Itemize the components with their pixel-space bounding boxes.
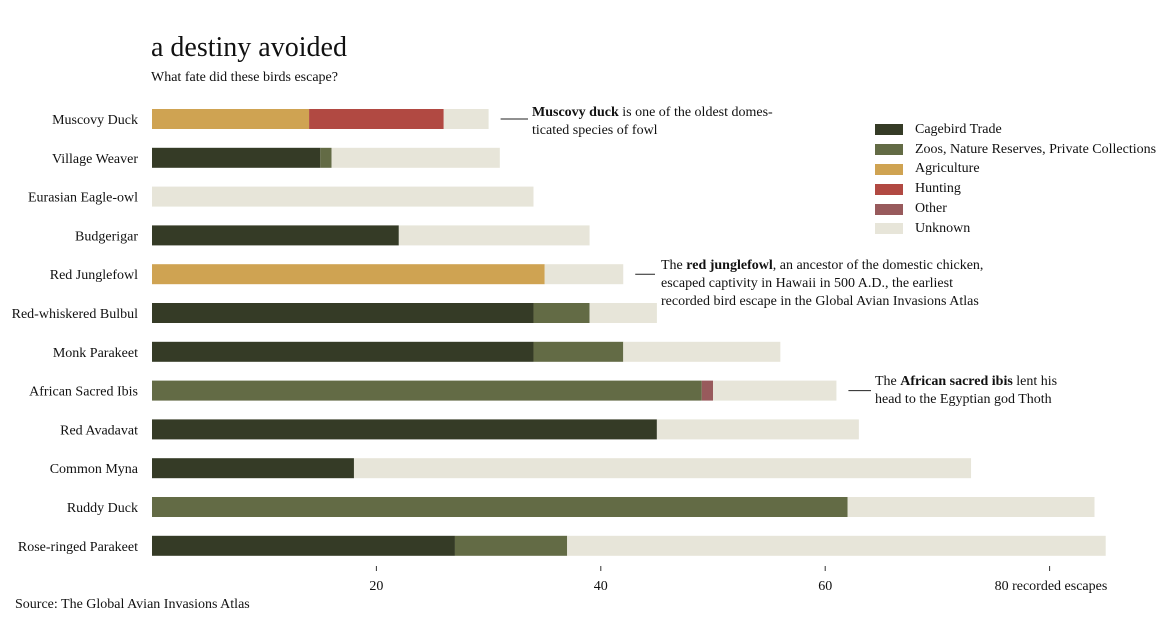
bar-common-myna-unknown [353, 458, 972, 479]
bar-muscovy-duck-unknown [443, 109, 489, 129]
bar-common-myna-cagebird-trade [152, 458, 354, 479]
legend-item-cagebird-trade: Cagebird Trade [875, 120, 1156, 140]
bar-ruddy-duck-unknown [847, 497, 1095, 517]
annotation-muscovy-duck-line2: ticated species of fowl [532, 123, 658, 138]
bar-village-weaver-zoos-nature-reserves-private-collections [320, 147, 332, 168]
category-label-budgerigar: Budgerigar [75, 229, 138, 244]
legend: Cagebird Trade Zoos, Nature Reserves, Pri… [875, 120, 1156, 239]
annotation-red-junglefowl-pre: The [661, 258, 687, 273]
bar-monk-parakeet-zoos-nature-reserves-private-collections [533, 341, 624, 362]
annotation-red-junglefowl: The red junglefowl, an ancestor of the d… [661, 257, 983, 311]
source-note: Source: The Global Avian Invasions Atlas [15, 597, 250, 612]
legend-swatch-agriculture [875, 163, 903, 175]
bar-red-avadavat-cagebird-trade [152, 419, 657, 440]
bar-african-sacred-ibis-other [701, 380, 713, 401]
bar-monk-parakeet-unknown [623, 341, 781, 362]
bar-muscovy-duck-hunting [309, 109, 444, 129]
bar-african-sacred-ibis-unknown [713, 380, 837, 401]
x-tick-label-20: 20 [369, 579, 383, 594]
legend-item-other: Other [875, 199, 1156, 219]
x-tick-label-80: 80 recorded escapes [995, 579, 1108, 594]
bar-red-whiskered-bulbul-unknown [589, 303, 657, 323]
legend-swatch-cagebird-trade [875, 124, 903, 136]
bar-ruddy-duck-zoos-nature-reserves-private-collections [152, 497, 848, 517]
bar-muscovy-duck-agriculture [152, 109, 310, 129]
legend-label-agriculture: Agriculture [915, 161, 980, 177]
legend-swatch-hunting [875, 183, 903, 195]
category-label-eurasian-eagle-owl: Eurasian Eagle-owl [28, 191, 138, 206]
legend-swatch-unknown [875, 223, 903, 235]
annotation-african-sacred-ibis-bold: African sacred ibis [900, 374, 1013, 389]
legend-swatch-zoos-nature-reserves-private-collections [875, 144, 903, 156]
legend-label-hunting: Hunting [915, 181, 961, 197]
chart-title: a destiny avoided [151, 32, 347, 63]
annotation-red-junglefowl-rest: , an ancestor of the domestic chicken, [772, 258, 984, 273]
x-tick-label-60: 60 [818, 579, 832, 594]
category-label-village-weaver: Village Weaver [52, 152, 138, 167]
category-label-red-junglefowl: Red Junglefowl [50, 268, 138, 283]
annotation-red-junglefowl-bold: red junglefowl [686, 258, 773, 273]
chart-subtitle: What fate did these birds escape? [151, 70, 338, 85]
bar-red-whiskered-bulbul-zoos-nature-reserves-private-collections [533, 303, 590, 323]
legend-swatch-other [875, 203, 903, 215]
annotation-african-sacred-ibis-pre: The [875, 374, 901, 389]
bar-african-sacred-ibis-zoos-nature-reserves-private-collections [152, 380, 702, 401]
bar-eurasian-eagle-owl-unknown [152, 186, 534, 207]
legend-item-hunting: Hunting [875, 179, 1156, 199]
bar-rose-ringed-parakeet-cagebird-trade [152, 535, 455, 556]
bar-red-junglefowl-unknown [544, 264, 624, 285]
bar-red-avadavat-unknown [656, 419, 859, 440]
legend-item-agriculture: Agriculture [875, 160, 1156, 180]
bar-rose-ringed-parakeet-unknown [567, 535, 1106, 556]
legend-item-unknown: Unknown [875, 219, 1156, 239]
bar-budgerigar-unknown [398, 225, 590, 246]
bar-budgerigar-cagebird-trade [152, 225, 399, 246]
legend-label-zoos-nature-reserves-private-collections: Zoos, Nature Reserves, Private Collectio… [915, 141, 1157, 157]
category-label-monk-parakeet: Monk Parakeet [53, 346, 138, 361]
legend-label-cagebird-trade: Cagebird Trade [915, 121, 1002, 137]
annotation-red-junglefowl-line3: recorded bird escape in the Global Avian… [661, 294, 979, 309]
annotation-muscovy-duck-rest: is one of the oldest domes- [618, 105, 773, 120]
annotation-muscovy-duck: Muscovy duck is one of the oldest domes-… [532, 104, 773, 140]
bar-village-weaver-unknown [331, 147, 500, 168]
legend-item-zoos-nature-reserves-private-collections: Zoos, Nature Reserves, Private Collectio… [875, 140, 1156, 160]
category-label-red-avadavat: Red Avadavat [60, 423, 138, 438]
category-label-common-myna: Common Myna [50, 462, 139, 477]
x-tick-label-40: 40 [594, 579, 608, 594]
category-label-african-sacred-ibis: African Sacred Ibis [29, 385, 138, 400]
annotation-african-sacred-ibis-rest: lent his [1012, 374, 1058, 389]
category-label-ruddy-duck: Ruddy Duck [67, 501, 138, 516]
category-label-red-whiskered-bulbul: Red-whiskered Bulbul [12, 307, 138, 322]
bar-rose-ringed-parakeet-zoos-nature-reserves-private-collections [454, 535, 568, 556]
annotation-african-sacred-ibis: The African sacred ibis lent his head to… [875, 373, 1057, 409]
bar-village-weaver-cagebird-trade [152, 147, 321, 168]
category-label-muscovy-duck: Muscovy Duck [52, 113, 138, 128]
bar-red-whiskered-bulbul-cagebird-trade [152, 303, 534, 323]
annotation-muscovy-duck-bold: Muscovy duck [532, 105, 619, 120]
bar-monk-parakeet-cagebird-trade [152, 341, 534, 362]
legend-label-other: Other [915, 201, 947, 217]
category-label-rose-ringed-parakeet: Rose-ringed Parakeet [18, 540, 138, 555]
legend-label-unknown: Unknown [915, 220, 971, 236]
annotation-red-junglefowl-line2: escaped captivity in Hawaii in 500 A.D.,… [661, 276, 953, 291]
annotation-african-sacred-ibis-line2: head to the Egyptian god Thoth [875, 392, 1052, 407]
bar-red-junglefowl-agriculture [152, 264, 545, 285]
